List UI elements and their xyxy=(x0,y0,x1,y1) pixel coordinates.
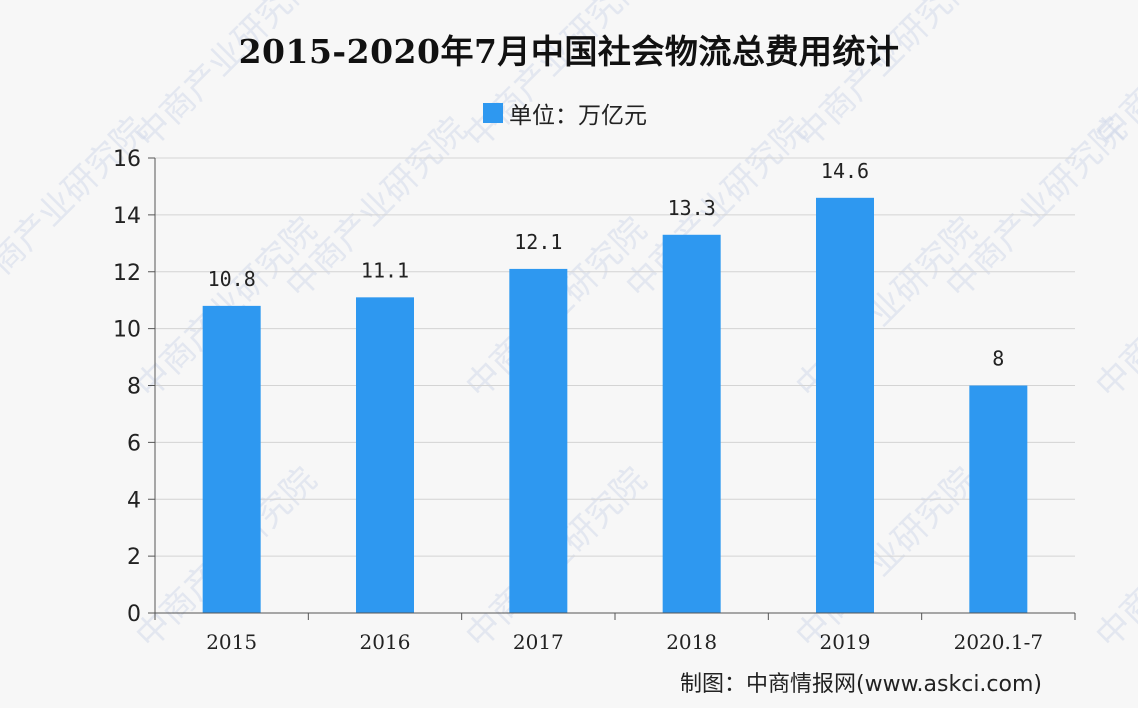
data-label: 10.8 xyxy=(208,267,256,291)
watermark-text: 中商产业研究院 xyxy=(128,0,325,156)
data-label: 13.3 xyxy=(668,196,716,220)
x-tick-label: 2015 xyxy=(206,630,257,654)
bar-2 xyxy=(509,268,568,613)
bar-3 xyxy=(662,234,721,613)
y-tick-label: 0 xyxy=(127,602,141,627)
legend-swatch xyxy=(483,103,503,123)
gridlines xyxy=(155,157,1075,557)
y-tick-label: 6 xyxy=(127,431,141,456)
x-axis: 2015 2016 2017 2018 2019 2020.1-7 xyxy=(154,612,1076,654)
x-tick-label: 2020.1-7 xyxy=(954,630,1043,654)
data-label: 14.6 xyxy=(821,159,869,183)
x-tick-label: 2016 xyxy=(360,630,411,654)
bars xyxy=(202,197,1028,613)
y-tick-label: 4 xyxy=(127,488,141,513)
bar-1 xyxy=(356,297,414,613)
bar-0 xyxy=(202,305,261,613)
legend: 单位：万亿元 xyxy=(483,96,647,130)
y-tick-label: 2 xyxy=(127,545,141,570)
data-label: 11.1 xyxy=(361,258,409,282)
watermark-text: 中商产业研究院 xyxy=(938,110,1135,307)
data-labels: 10.8 11.1 12.1 13.3 14.6 8 xyxy=(208,159,1005,371)
watermark-text: 中商产业研究院 xyxy=(458,0,655,156)
watermark-text: 中商产业研究院 xyxy=(1088,210,1138,407)
y-tick-label: 8 xyxy=(127,375,141,400)
x-tick-label: 2019 xyxy=(820,630,871,654)
data-label: 8 xyxy=(992,347,1004,371)
watermark-text: 中商产业研究院 xyxy=(788,0,985,156)
y-tick-label: 16 xyxy=(113,147,141,172)
bar-4 xyxy=(816,197,874,613)
x-tick-label: 2017 xyxy=(513,630,564,654)
watermark-text: 中商产业研究院 xyxy=(1088,460,1138,657)
legend-label: 单位：万亿元 xyxy=(509,103,647,129)
chart-title: 2015-2020年7月中国社会物流总费用统计 xyxy=(238,32,900,71)
bar-5 xyxy=(969,385,1028,613)
y-tick-label: 14 xyxy=(113,204,141,229)
y-tick-label: 10 xyxy=(113,318,141,343)
x-tick-label: 2018 xyxy=(666,630,717,654)
source-credit: 制图：中商情报网(www.askci.com) xyxy=(680,672,1042,697)
data-label: 12.1 xyxy=(514,230,562,254)
y-tick-label: 12 xyxy=(113,261,141,286)
y-axis-ticks: 0 2 4 6 8 10 12 14 16 xyxy=(113,147,156,627)
